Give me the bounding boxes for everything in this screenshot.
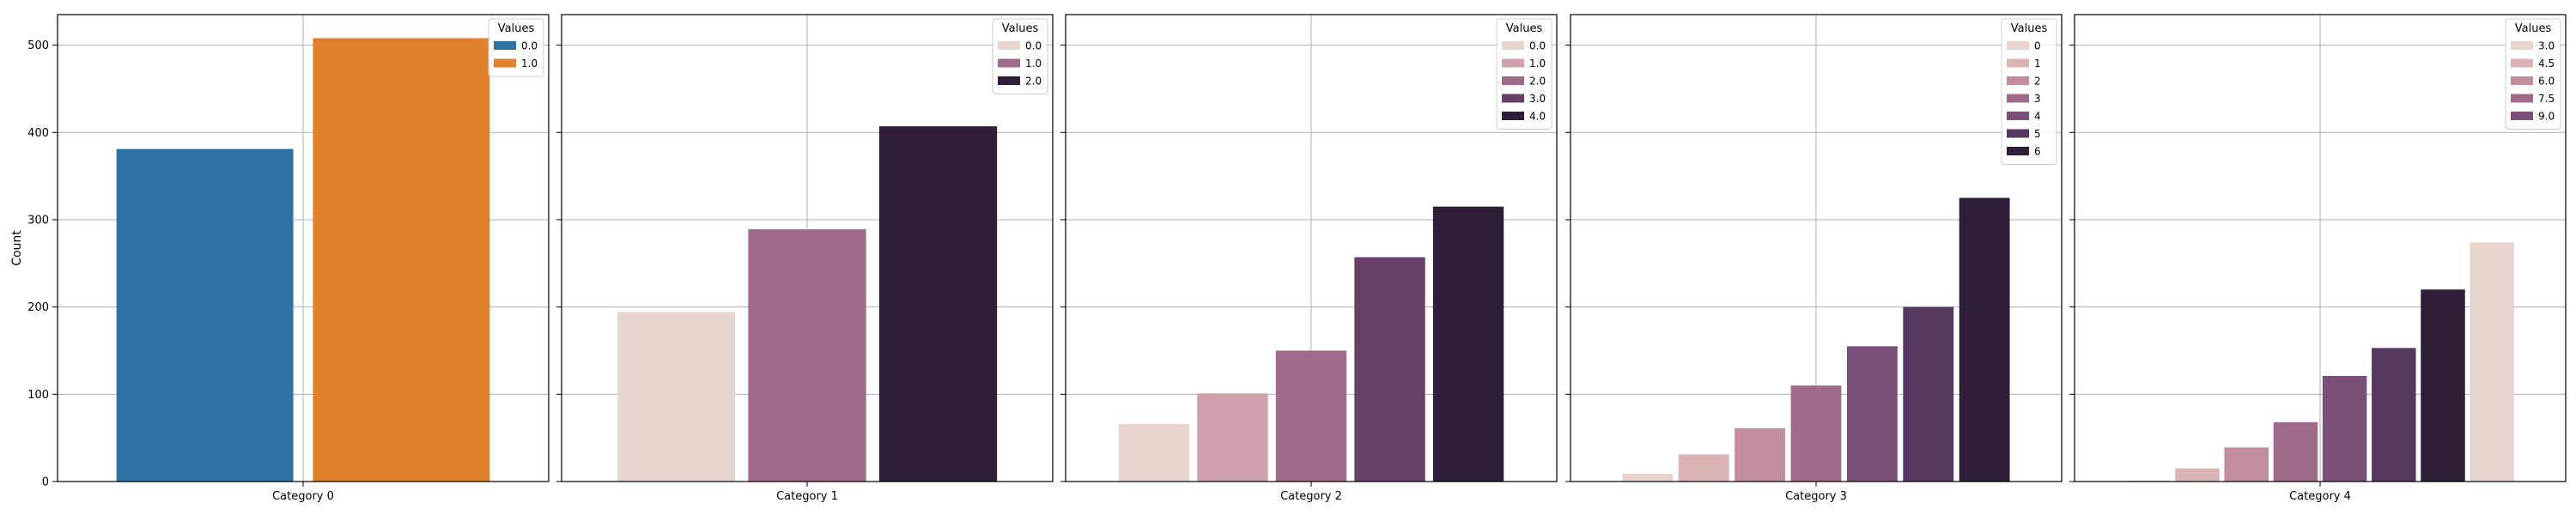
- y-tick-label: 0: [42, 476, 49, 489]
- legend-label: 6: [2034, 146, 2041, 158]
- legend-label: 0.0: [1529, 40, 1546, 52]
- legend-label: 0.0: [521, 40, 538, 52]
- legend-label: 0.0: [1025, 40, 1042, 52]
- legend-label: 7.5: [2538, 93, 2555, 105]
- panel-2: Category 2 Values 0.0 1.0 2.0 3.0 4.0: [1060, 14, 1558, 503]
- bar: [2372, 348, 2416, 482]
- x-tick-label: Category 2: [1280, 490, 1342, 503]
- bar: [1678, 454, 1729, 482]
- legend-title: Values: [2011, 22, 2048, 35]
- x-tick-label: Category 3: [1785, 490, 1847, 503]
- y-tick-label: 300: [27, 214, 49, 227]
- legend-swatch: [2007, 129, 2029, 138]
- legend-swatch: [1502, 76, 1524, 85]
- legend-swatch: [1502, 41, 1524, 50]
- legend-label: 3.0: [1529, 93, 1546, 105]
- bar: [617, 312, 736, 482]
- y-axis-label: Count: [10, 230, 24, 266]
- bar: [2421, 289, 2465, 482]
- legend-label: 2.0: [1025, 76, 1042, 88]
- legend-swatch: [998, 76, 1020, 85]
- bar: [1197, 393, 1268, 482]
- legend-swatch: [2007, 76, 2029, 85]
- legend-title: Values: [2515, 22, 2552, 35]
- bar: [313, 38, 490, 482]
- legend-label: 1.0: [521, 58, 538, 70]
- legend-label: 0: [2034, 40, 2041, 52]
- legend-label: 3: [2034, 93, 2041, 105]
- legend: Values 0.0 1.0 2.0 3.0 4.0: [1496, 18, 1552, 130]
- legend-swatch: [1502, 112, 1524, 120]
- bar: [1275, 350, 1347, 482]
- legend-swatch: [998, 58, 1020, 68]
- bar: [2470, 242, 2514, 482]
- y-tick-label: 100: [27, 389, 49, 402]
- legend-title: Values: [498, 22, 535, 35]
- legend-label: 2.0: [1529, 76, 1546, 88]
- panel-0: 0 100 200 300 400 500 Category 0 Values 0.0 1.0: [27, 14, 550, 503]
- legend: Values 0.0 1.0 2.0: [992, 18, 1048, 94]
- bar: [1959, 197, 2010, 482]
- bar: [748, 229, 866, 482]
- bar: [878, 126, 998, 482]
- legend-swatch: [494, 41, 516, 50]
- x-tick-label: Category 4: [2289, 490, 2351, 503]
- x-tick-label: Category 1: [776, 490, 838, 503]
- legend-swatch: [2007, 112, 2029, 120]
- legend-label: 4.0: [1529, 111, 1546, 123]
- bar: [1354, 257, 1425, 482]
- bar: [1735, 427, 1786, 482]
- bar: [1622, 473, 1674, 482]
- legend-swatch: [2007, 58, 2029, 68]
- legend-box: [992, 18, 1048, 94]
- legend-title: Values: [1002, 22, 1039, 35]
- legend-label: 4: [2034, 111, 2041, 123]
- panel-3: Category 3 Values 0 1 2 3 4 5 6: [1565, 14, 2063, 503]
- bar: [2175, 468, 2220, 482]
- panel-1: Category 1 Values 0.0 1.0 2.0: [556, 14, 1054, 503]
- legend: Values 0.0 1.0: [488, 18, 544, 77]
- bar: [2273, 421, 2318, 482]
- legend-swatch: [2511, 112, 2533, 120]
- legend-swatch: [1502, 58, 1524, 68]
- y-tick-label: 500: [27, 39, 49, 52]
- y-tick-label: 200: [27, 301, 49, 314]
- legend-swatch: [2511, 76, 2533, 85]
- bar: [1846, 346, 1898, 482]
- bar: [2224, 447, 2269, 482]
- legend-label: 5: [2034, 128, 2041, 140]
- bar: [1432, 206, 1504, 482]
- legend-label: 1.0: [1025, 58, 1042, 70]
- legend-swatch: [2511, 94, 2533, 103]
- legend-swatch: [2007, 94, 2029, 103]
- legend-label: 4.5: [2538, 58, 2555, 70]
- legend-label: 1.0: [1529, 58, 1546, 70]
- bar: [116, 148, 294, 482]
- legend-box: [2001, 18, 2057, 165]
- legend-label: 3.0: [2538, 40, 2555, 52]
- legend-swatch: [2007, 147, 2029, 155]
- bar: [1118, 423, 1190, 482]
- legend-swatch: [2511, 58, 2533, 68]
- x-tick-label: Category 0: [272, 490, 334, 503]
- y-tick-label: 400: [27, 127, 49, 140]
- bar: [2322, 375, 2367, 482]
- bar: [1790, 385, 1842, 482]
- legend-swatch: [1502, 94, 1524, 103]
- legend-swatch: [494, 58, 516, 68]
- panel-4: Category 4 Values 3.0 4.5 6.0 7.5 9.0: [2069, 14, 2567, 503]
- legend-swatch: [2007, 41, 2029, 50]
- legend-label: 1: [2034, 58, 2041, 70]
- legend-swatch: [2511, 41, 2533, 50]
- legend-title: Values: [1506, 22, 1543, 35]
- legend: Values 0 1 2 3 4 5 6: [2001, 18, 2057, 165]
- legend-label: 6.0: [2538, 76, 2555, 88]
- legend-label: 9.0: [2538, 111, 2555, 123]
- legend-swatch: [998, 41, 1020, 50]
- legend: Values 3.0 4.5 6.0 7.5 9.0: [2505, 18, 2561, 130]
- bar: [1903, 306, 1954, 482]
- legend-label: 2: [2034, 76, 2041, 88]
